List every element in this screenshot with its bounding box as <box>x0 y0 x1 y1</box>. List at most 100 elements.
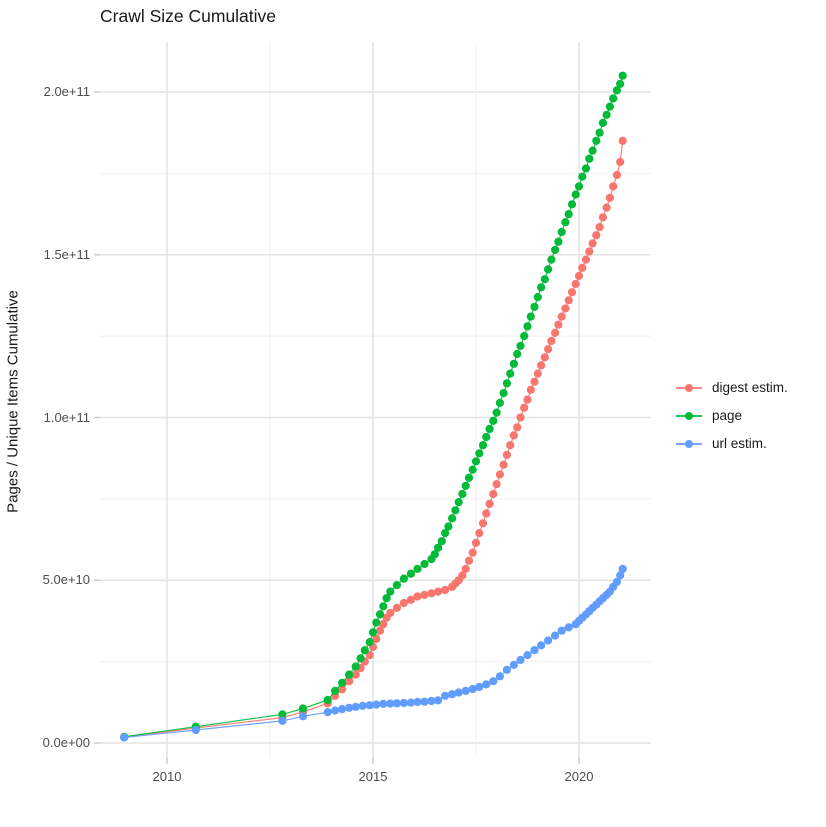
data-point-page <box>540 275 549 284</box>
data-point-digest-estim <box>482 509 491 518</box>
data-point-digest-estim <box>502 450 511 459</box>
data-point-url-estim <box>461 686 470 696</box>
data-point-digest-estim <box>616 157 625 167</box>
data-point-url-estim <box>351 702 360 712</box>
data-point-page <box>526 312 535 321</box>
data-point-page <box>441 529 450 538</box>
data-point-page <box>537 283 546 292</box>
data-point-page <box>495 398 504 407</box>
data-point-digest-estim <box>471 538 481 547</box>
data-point-digest-estim <box>399 598 408 608</box>
data-point-page <box>605 102 615 111</box>
data-point-url-estim <box>420 697 429 706</box>
data-point-digest-estim <box>434 587 443 596</box>
data-point-digest-estim <box>537 361 546 370</box>
data-point-page <box>609 94 618 103</box>
data-point-page <box>458 489 467 499</box>
data-point-url-estim <box>482 680 491 689</box>
data-point-digest-estim <box>392 603 401 613</box>
data-point-page <box>448 514 457 523</box>
data-point-digest-estim <box>557 312 566 321</box>
data-point-url-estim <box>618 564 627 574</box>
data-point-page <box>278 710 287 719</box>
data-point-url-estim <box>551 631 560 640</box>
data-point-url-estim <box>495 672 504 681</box>
data-point-page <box>454 498 463 507</box>
data-point-digest-estim <box>530 377 539 386</box>
data-point-page <box>413 564 422 574</box>
data-point-digest-estim <box>523 395 532 404</box>
data-point-page <box>482 432 491 442</box>
data-point-page <box>406 569 415 578</box>
data-point-page <box>475 449 484 458</box>
data-point-digest-estim <box>413 592 422 601</box>
data-point-url-estim <box>372 700 381 709</box>
data-point-url-estim <box>392 699 401 708</box>
data-point-digest-estim <box>595 223 604 232</box>
data-point-page <box>618 71 627 80</box>
data-point-page <box>323 695 332 705</box>
data-point-page <box>564 210 573 219</box>
data-point-page <box>461 481 470 490</box>
data-point-digest-estim <box>461 564 470 574</box>
data-point-digest-estim <box>379 620 388 629</box>
data-point-page <box>595 128 604 137</box>
data-point-url-estim <box>191 725 200 735</box>
data-point-page <box>592 136 601 145</box>
data-point-url-estim <box>475 682 484 692</box>
data-point-page <box>392 581 401 590</box>
data-point-page <box>516 341 525 350</box>
data-point-url-estim <box>358 701 367 711</box>
data-point-page <box>368 628 378 637</box>
data-point-digest-estim <box>386 608 395 617</box>
data-point-page <box>506 369 515 378</box>
data-point-page <box>544 265 553 274</box>
data-point-digest-estim <box>574 271 584 280</box>
data-point-page <box>375 610 385 619</box>
data-point-page <box>502 379 511 388</box>
legend: digest estim. page url estim. <box>676 380 788 451</box>
data-point-page <box>554 237 563 246</box>
data-point-page <box>523 322 532 331</box>
legend-item-url-estim: url estim. <box>676 436 788 451</box>
data-point-url-estim <box>413 697 422 707</box>
legend-label: page <box>712 408 743 423</box>
data-point-page <box>513 349 522 359</box>
data-point-page <box>581 164 591 173</box>
data-point-page <box>588 146 597 155</box>
data-point-page <box>561 218 570 227</box>
data-point-digest-estim <box>592 231 601 240</box>
data-point-digest-estim <box>612 170 622 180</box>
data-point-digest-estim <box>375 626 385 635</box>
data-point-url-estim <box>278 716 287 726</box>
data-point-digest-estim <box>513 423 522 432</box>
data-point-page <box>492 408 501 417</box>
data-point-url-estim <box>441 691 450 700</box>
data-point-digest-estim <box>458 571 467 580</box>
data-point-url-estim <box>399 698 408 708</box>
data-point-page <box>351 662 360 671</box>
legend-item-digest-estim: digest estim. <box>676 380 788 395</box>
data-point-url-estim <box>564 623 573 632</box>
data-point-digest-estim <box>468 548 477 557</box>
y-tick-label: 0.0e+00 <box>42 735 90 750</box>
data-point-page <box>489 416 498 425</box>
data-point-digest-estim <box>372 634 381 643</box>
y-axis-title: Pages / Unique Items Cumulative <box>4 290 22 513</box>
data-point-url-estim <box>406 698 415 707</box>
data-point-page <box>578 172 587 181</box>
data-point-digest-estim <box>420 590 429 600</box>
data-point-url-estim <box>509 660 518 670</box>
legend-item-page: page <box>676 408 788 423</box>
y-tick-label: 1.5e+11 <box>43 246 90 262</box>
data-point-url-estim <box>365 701 374 710</box>
data-point-page <box>571 190 580 199</box>
data-point-page <box>547 255 556 264</box>
data-point-page <box>567 200 577 209</box>
data-point-url-estim <box>468 684 477 694</box>
legend-key-icon <box>676 383 702 393</box>
data-point-url-estim <box>298 712 308 721</box>
data-point-url-estim <box>120 733 129 742</box>
data-point-page <box>509 359 518 368</box>
